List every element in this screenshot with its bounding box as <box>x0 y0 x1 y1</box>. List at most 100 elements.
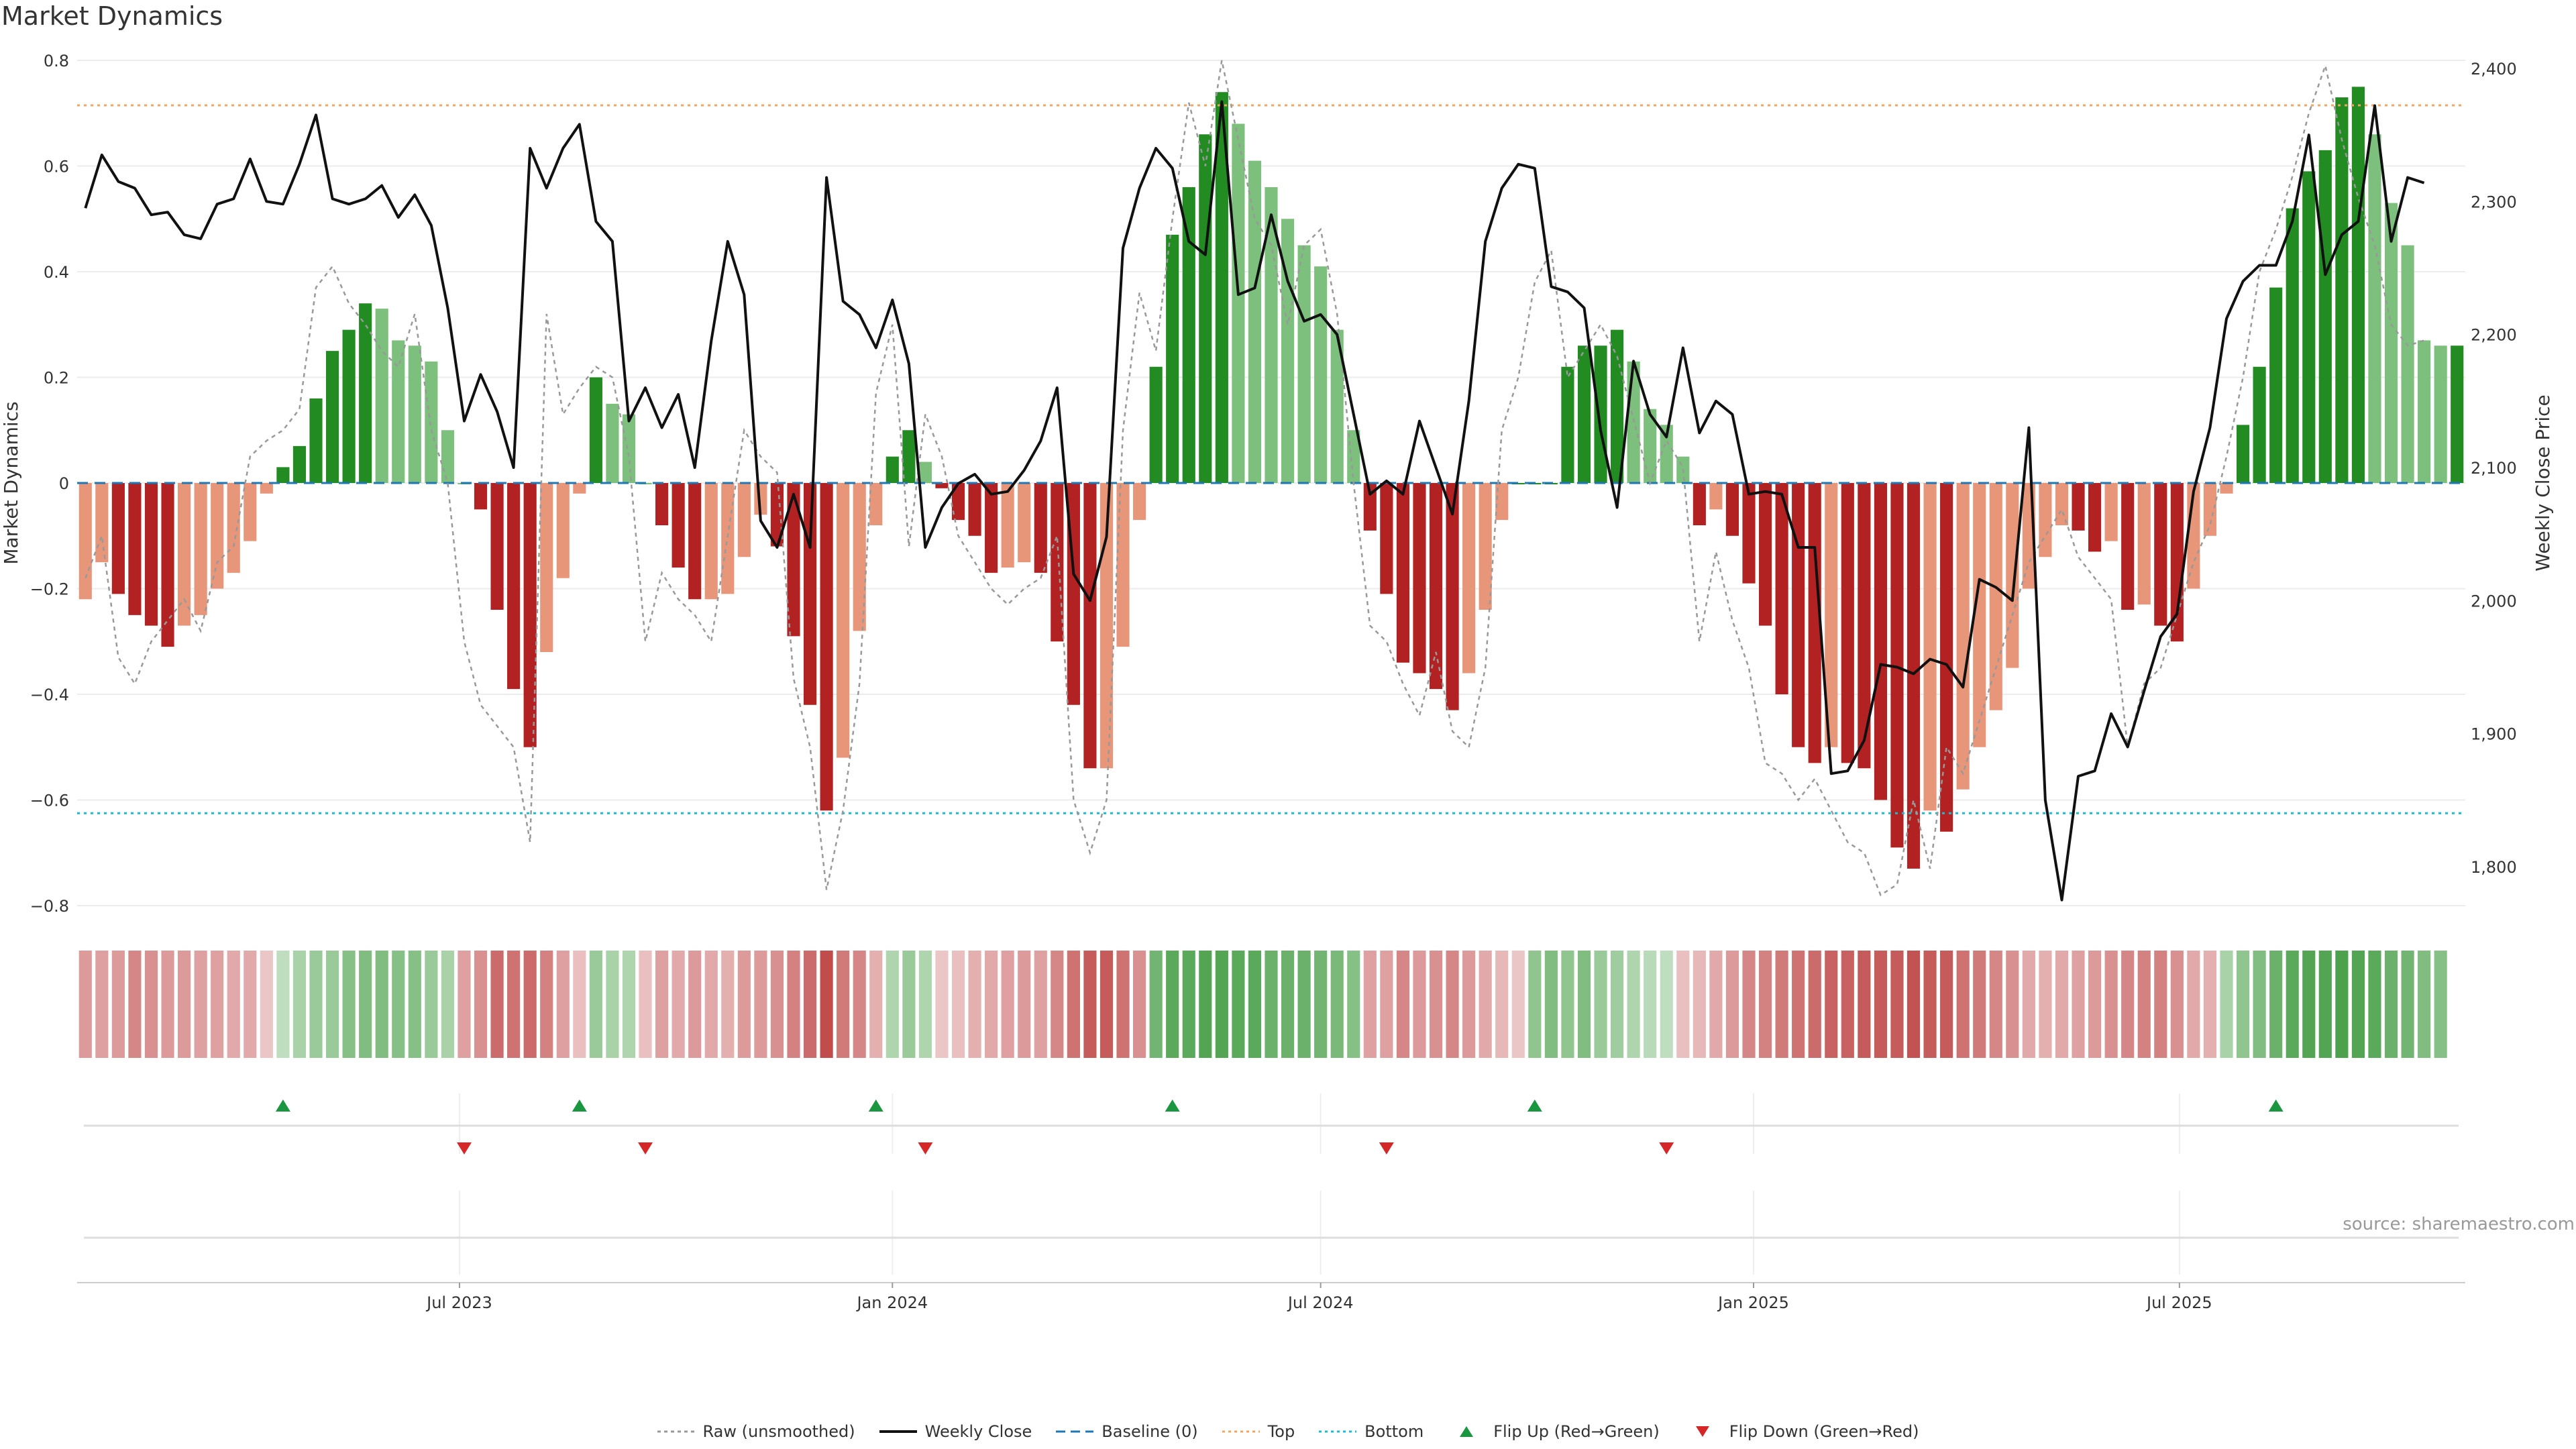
dynamics-bar <box>1725 483 1739 536</box>
dynamics-bar <box>292 445 307 483</box>
heat-cell <box>1808 951 1821 1058</box>
heat-cell <box>1775 951 1788 1058</box>
dynamics-bar <box>1182 187 1195 483</box>
dynamics-bar <box>2451 345 2464 483</box>
heat-cell <box>2368 951 2381 1058</box>
dynamics-bar <box>869 483 883 525</box>
y-tick-left-label: −0.6 <box>30 792 69 810</box>
heat-cell <box>342 951 356 1058</box>
dynamics-bar <box>1841 483 1854 763</box>
heat-cell <box>1693 951 1706 1058</box>
heat-cell <box>2335 951 2349 1058</box>
dynamics-bar <box>737 483 751 557</box>
heat-cell <box>935 951 949 1058</box>
heat-cell <box>985 951 998 1058</box>
triangle-up-icon <box>1448 1425 1485 1438</box>
x-tick-label: Jul 2023 <box>425 1293 492 1312</box>
heat-cell <box>1923 951 1937 1058</box>
x-tick-label: Jul 2025 <box>2145 1293 2212 1312</box>
y-tick-left-label: −0.8 <box>30 897 69 916</box>
dynamics-bar <box>2121 483 2135 610</box>
source-note: source: sharemaestro.com <box>2343 1214 2575 1234</box>
dynamics-bar <box>1644 409 1657 483</box>
dynamics-bar <box>704 483 718 600</box>
dynamics-bar <box>672 483 685 568</box>
dynamics-bar <box>2401 245 2414 483</box>
heat-cell <box>589 951 602 1058</box>
dynamics-bar <box>1396 483 1409 663</box>
dynamics-bar <box>194 483 207 615</box>
heat-cell <box>2104 951 2118 1058</box>
dynamics-bar <box>1858 483 1871 769</box>
heat-cell <box>1495 951 1509 1058</box>
dynamics-bar <box>2203 483 2217 536</box>
heat-cell <box>2039 951 2052 1058</box>
dynamics-bar <box>985 483 998 573</box>
dynamics-bar <box>1808 483 1821 763</box>
heat-cell <box>754 951 767 1058</box>
heat-cell <box>787 951 800 1058</box>
heat-cell <box>853 951 866 1058</box>
heat-cell <box>721 951 735 1058</box>
heat-cell <box>672 951 685 1058</box>
heat-cell <box>2269 951 2283 1058</box>
dynamics-bar <box>1051 483 1064 642</box>
dynamics-bar <box>770 483 784 547</box>
dynamics-bar <box>490 483 504 610</box>
dynamics-bar <box>2418 340 2431 483</box>
dynamics-bar <box>2351 87 2365 483</box>
dynamics-bar <box>2039 483 2052 557</box>
dynamics-bar <box>1248 160 1262 483</box>
dynamics-bar <box>1825 483 1838 747</box>
heat-cell <box>260 951 273 1058</box>
dynamics-bar <box>951 483 965 521</box>
y-axis-right-label: Weekly Close Price <box>2532 394 2554 571</box>
dynamics-bar <box>1709 483 1723 510</box>
dynamics-bar <box>1446 483 1459 710</box>
heat-cell <box>458 951 471 1058</box>
dynamics-bar <box>425 361 438 483</box>
legend-label: Top <box>1267 1422 1295 1441</box>
dynamics-bar <box>95 483 109 563</box>
flip-down-marker <box>638 1142 653 1155</box>
dynamics-bar <box>1511 483 1525 484</box>
heat-cell <box>918 951 932 1058</box>
dynamics-bar <box>2220 483 2233 494</box>
heat-cell <box>2236 951 2250 1058</box>
legend-label: Flip Up (Red→Green) <box>1493 1422 1660 1441</box>
dynamics-bar <box>1281 219 1295 483</box>
heat-cell <box>1758 951 1772 1058</box>
heat-cell <box>392 951 405 1058</box>
dynamics-bar <box>2006 483 2019 668</box>
dotted-teal-line-icon <box>1319 1425 1357 1438</box>
heat-cell <box>2253 951 2266 1058</box>
dynamics-bar <box>2269 287 2283 483</box>
heat-cell <box>556 951 570 1058</box>
dynamics-bar <box>1001 483 1014 568</box>
heat-cell <box>2302 951 2316 1058</box>
heat-cell <box>2286 951 2299 1058</box>
dynamics-bar <box>325 351 339 483</box>
heat-cell <box>2137 951 2151 1058</box>
heat-cell <box>885 951 899 1058</box>
heat-cell <box>1874 951 1887 1058</box>
y-tick-right-label: 1,900 <box>2471 725 2517 744</box>
dynamics-bar <box>1874 483 1887 800</box>
x-tick-label: Jan 2024 <box>855 1293 928 1312</box>
dynamics-bar <box>2104 483 2118 541</box>
dynamics-bar <box>359 303 372 483</box>
dynamics-bar <box>1940 483 1953 832</box>
dynamics-bar <box>1018 483 1031 563</box>
heat-cell <box>2220 951 2233 1058</box>
chart-title: Market Dynamics <box>1 1 223 31</box>
dynamics-bar <box>2137 483 2151 605</box>
heat-cell <box>902 951 916 1058</box>
dynamics-bar <box>1330 329 1344 483</box>
heat-cell <box>2384 951 2398 1058</box>
x-tick-label: Jul 2024 <box>1287 1293 1354 1312</box>
dynamics-bar <box>342 329 356 483</box>
heat-cell <box>1544 951 1558 1058</box>
y-tick-right-label: 2,100 <box>2471 459 2517 478</box>
heat-cell <box>1182 951 1195 1058</box>
heat-cell <box>1462 951 1476 1058</box>
